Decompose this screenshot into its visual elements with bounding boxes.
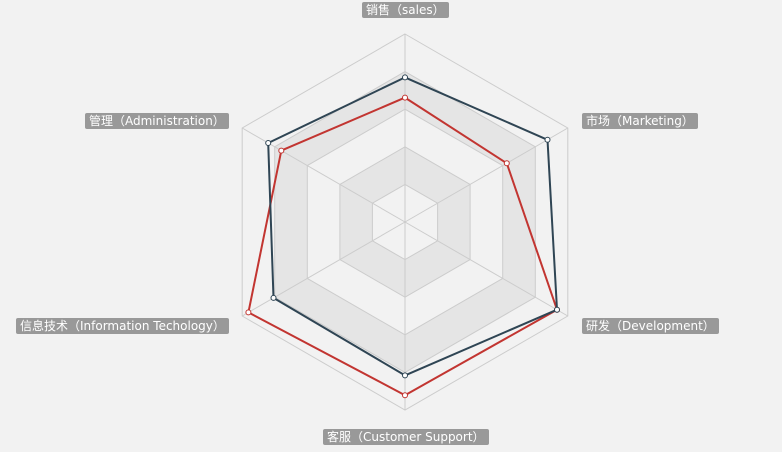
indicator-label-administration: 管理（Administration）	[85, 113, 229, 129]
series-0-point-1[interactable]	[503, 160, 510, 167]
indicator-label-marketing: 市场（Marketing）	[582, 113, 698, 129]
indicator-label-customer-support: 客服（Customer Support）	[323, 429, 489, 445]
indicator-label-information-technology: 信息技术（Information Techology）	[16, 318, 229, 334]
axis-line-4	[241, 221, 406, 317]
series-1-point-4[interactable]	[270, 294, 277, 301]
series-1-point-1[interactable]	[544, 136, 551, 143]
series-1-point-3[interactable]	[402, 372, 408, 379]
indicator-label-sales: 销售（sales）	[362, 2, 449, 18]
series-1-point-2[interactable]	[554, 306, 560, 313]
series-1-point-0[interactable]	[402, 74, 408, 81]
series-0-point-0[interactable]	[402, 94, 408, 101]
radar-series	[245, 74, 560, 399]
series-0-point-3[interactable]	[402, 392, 408, 399]
series-0-point-4[interactable]	[245, 309, 252, 316]
axis-line-1	[404, 127, 569, 223]
indicator-label-development: 研发（Development）	[582, 318, 719, 334]
series-0-point-5[interactable]	[278, 147, 285, 154]
radar-axis-lines	[241, 34, 569, 410]
axis-line-2	[404, 221, 569, 317]
series-1-point-5[interactable]	[265, 140, 272, 146]
